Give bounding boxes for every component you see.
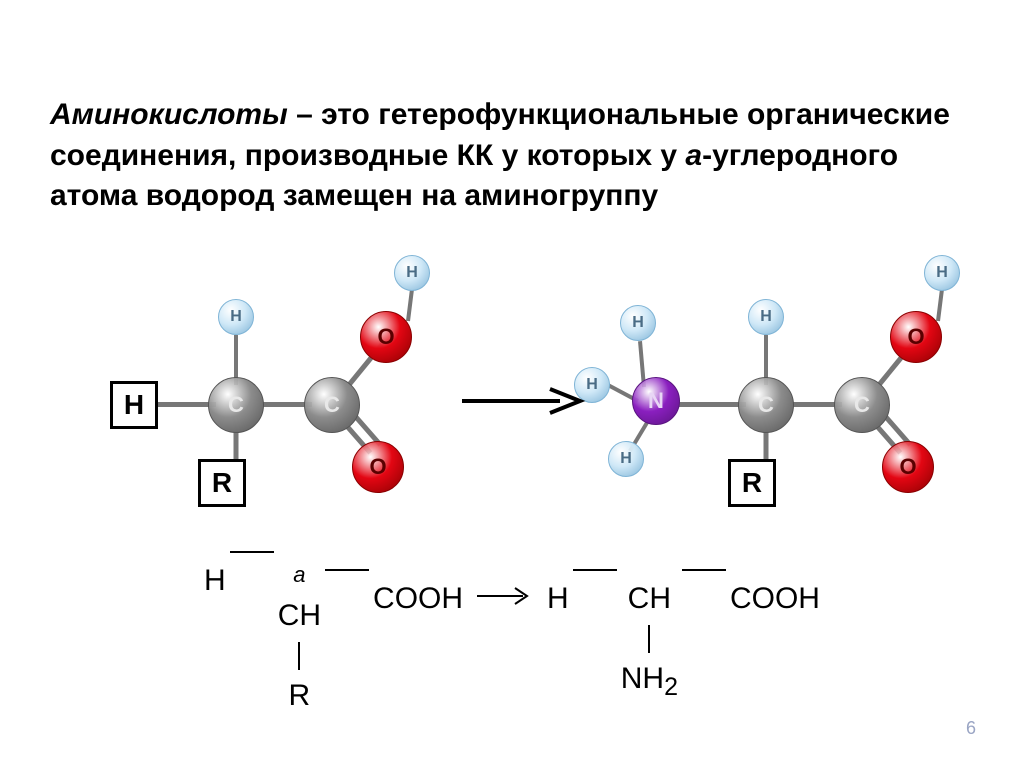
bond <box>936 288 944 320</box>
f-left-R: R <box>289 672 311 720</box>
o-atom: O <box>882 441 934 493</box>
molecule-diagram: HCCHROOHNHHHCCHROOH <box>50 227 990 547</box>
o-atom: O <box>352 441 404 493</box>
title-word-amino: Аминокислоты <box>50 98 288 131</box>
o-atom: O <box>890 311 942 363</box>
f-bond-icon <box>325 569 369 571</box>
f-bond-icon <box>230 551 274 553</box>
h-atom: H <box>394 255 430 291</box>
f-right-COOH: COOH <box>730 575 820 623</box>
f-alpha-label: a <box>293 557 305 592</box>
f-right-NH2: NH2 <box>621 655 678 707</box>
o-atom: O <box>360 311 412 363</box>
f-right-CH: CH <box>628 575 671 623</box>
f-bond-icon <box>682 569 726 571</box>
f-right-H: H <box>547 575 569 623</box>
c-atom: C <box>304 377 360 433</box>
h-atom: H <box>218 299 254 335</box>
f-left-COOH: COOH <box>373 575 463 623</box>
f-left-H: H <box>204 557 226 605</box>
arrow-icon <box>475 575 535 623</box>
title-alpha: а <box>685 139 702 172</box>
slide-title: Аминокислоты – это гетерофункциональные … <box>50 95 974 217</box>
c-atom: C <box>834 377 890 433</box>
n-atom: N <box>632 377 680 425</box>
r-group-box: R <box>728 459 776 507</box>
f-bond-v-icon <box>648 625 650 653</box>
f-left-CH-col: a CH R <box>278 557 321 720</box>
h-atom: H <box>608 441 644 477</box>
h-atom: H <box>924 255 960 291</box>
structural-formula: H a CH R COOH H CH NH2 <box>50 557 974 720</box>
h-group-box: H <box>110 381 158 429</box>
c-atom: C <box>208 377 264 433</box>
c-atom: C <box>738 377 794 433</box>
f-bond-icon <box>573 569 617 571</box>
reaction-arrow-icon <box>460 381 586 421</box>
h-atom: H <box>620 305 656 341</box>
bond <box>674 402 746 407</box>
h-atom: H <box>748 299 784 335</box>
r-group-box: R <box>198 459 246 507</box>
f-right-CH-col: CH NH2 <box>621 575 678 707</box>
f-left-CH: CH <box>278 592 321 640</box>
slide-number: 6 <box>966 718 976 739</box>
f-bond-v-icon <box>298 642 300 670</box>
bond <box>406 288 414 320</box>
